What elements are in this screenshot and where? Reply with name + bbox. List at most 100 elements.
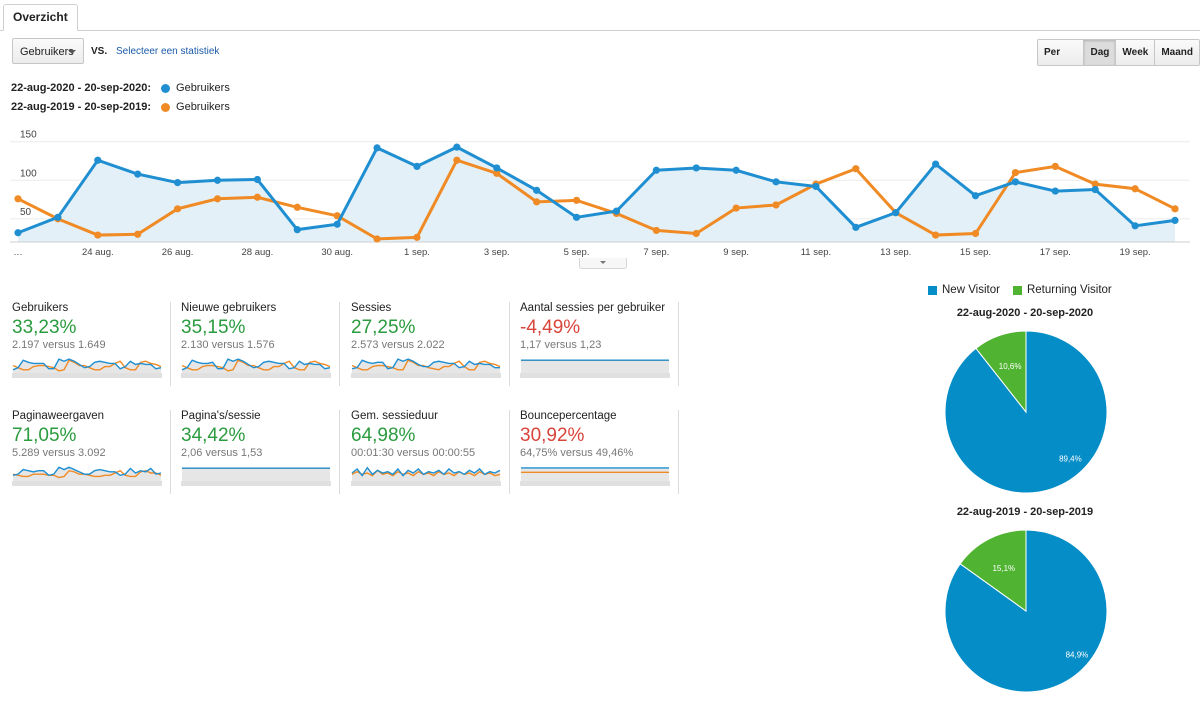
scorecard-change: 64,98% <box>351 425 416 446</box>
granularity-maand-button[interactable]: Maand <box>1154 40 1199 65</box>
data-point[interactable] <box>453 156 461 164</box>
data-point[interactable] <box>213 195 222 203</box>
new-visitor-swatch-icon <box>928 285 937 295</box>
data-point[interactable] <box>1131 185 1139 193</box>
data-point[interactable] <box>94 156 102 164</box>
scorecard-1[interactable]: Nieuwe gebruikers 35,15% 2.130 versus 1.57… <box>181 302 340 386</box>
data-point[interactable] <box>652 226 660 235</box>
data-point[interactable] <box>493 164 501 172</box>
scorecard-change: -4,49% <box>520 317 581 338</box>
data-point[interactable] <box>333 220 341 228</box>
select-metric-link[interactable]: Selecteer een statistiek <box>116 46 220 57</box>
data-point[interactable] <box>94 231 102 239</box>
data-point[interactable] <box>253 193 261 201</box>
data-point[interactable] <box>692 164 700 172</box>
x-tick-label: 9 sep. <box>723 247 749 258</box>
data-point[interactable] <box>213 176 222 184</box>
granularity-dag-button[interactable]: Dag <box>1083 40 1116 65</box>
sparkline-area <box>182 468 330 481</box>
granularity-toggle: Per uur Dag Week Maand <box>1037 39 1200 66</box>
pie-chart-2019[interactable]: 15,1% 84,9% <box>944 529 1108 693</box>
data-point[interactable] <box>1091 180 1099 188</box>
chevron-down-icon <box>600 261 606 264</box>
data-point[interactable] <box>572 196 581 204</box>
data-point[interactable] <box>54 213 62 221</box>
data-point[interactable] <box>572 213 581 221</box>
scorecard-label: Paginaweergaven <box>12 410 105 422</box>
x-tick-label: 15 sep. <box>960 247 991 258</box>
data-point[interactable] <box>14 229 22 237</box>
scorecard-4[interactable]: Paginaweergaven 71,05% 5.289 versus 3.092 <box>12 410 171 494</box>
legend-series-name: Gebruikers <box>176 82 230 94</box>
data-point[interactable] <box>772 178 780 186</box>
chevron-down-icon <box>68 50 76 54</box>
scorecard-comparison: 2,06 versus 1,53 <box>181 447 263 459</box>
scorecard-change: 34,42% <box>181 425 246 446</box>
scorecard-comparison: 64,75% versus 49,46% <box>520 447 634 459</box>
scorecard-5[interactable]: Pagina's/sessie 34,42% 2,06 versus 1,53 <box>181 410 340 494</box>
scorecard-change: 35,15% <box>181 317 246 338</box>
tab-overzicht[interactable]: Overzicht <box>3 4 78 31</box>
x-tick-label: … <box>13 247 23 258</box>
data-point[interactable] <box>1051 187 1059 195</box>
data-point[interactable] <box>493 169 501 177</box>
pie-slice-returning-visitor[interactable] <box>959 529 1027 612</box>
data-point[interactable] <box>253 175 261 184</box>
data-point[interactable] <box>134 230 142 238</box>
scorecard-7[interactable]: Bouncepercentage 30,92% 64,75% versus 49,4… <box>520 410 679 494</box>
data-point[interactable] <box>812 182 820 191</box>
metric-select[interactable]: Gebruikers <box>12 38 84 64</box>
data-point[interactable] <box>852 165 860 173</box>
pie-slice-returning-visitor[interactable] <box>975 330 1027 414</box>
data-point[interactable] <box>932 231 940 239</box>
data-point[interactable] <box>533 186 541 194</box>
data-point[interactable] <box>1171 216 1179 224</box>
data-point[interactable] <box>1011 168 1020 177</box>
data-point[interactable] <box>14 195 22 203</box>
pie-chart-2020[interactable]: 10,6% 89,4% <box>944 330 1108 494</box>
pie-title-2020: 22-aug-2020 - 20-sep-2020 <box>956 307 1094 319</box>
data-point[interactable] <box>971 229 980 238</box>
scorecard-label: Gebruikers <box>12 302 69 314</box>
line-chart[interactable]: 150 100 50 … 24 aug. 26 aug. 28 aug. 30 aug. 1 s… <box>0 120 1200 260</box>
scorecard-2[interactable]: Sessies 27,25% 2.573 versus 2.022 <box>351 302 510 386</box>
granularity-week-button[interactable]: Week <box>1115 40 1155 65</box>
data-point[interactable] <box>293 203 301 211</box>
data-point[interactable] <box>1011 178 1020 186</box>
data-point[interactable] <box>413 233 421 241</box>
data-point[interactable] <box>852 223 860 231</box>
data-point[interactable] <box>1131 222 1139 230</box>
data-point[interactable] <box>173 179 182 187</box>
data-point[interactable] <box>692 229 700 238</box>
sparkline-area <box>521 467 669 481</box>
data-point[interactable] <box>932 160 940 168</box>
data-point[interactable] <box>1171 205 1179 213</box>
data-point[interactable] <box>333 212 341 220</box>
data-point[interactable] <box>732 166 740 174</box>
data-point[interactable] <box>373 235 381 243</box>
data-point[interactable] <box>413 162 421 170</box>
data-point[interactable] <box>652 166 660 174</box>
data-point[interactable] <box>293 226 301 234</box>
data-point[interactable] <box>373 144 381 152</box>
chart-expand-handle[interactable] <box>579 258 627 269</box>
data-point[interactable] <box>892 209 900 217</box>
sparkline-base <box>351 373 501 378</box>
data-point[interactable] <box>1091 185 1099 194</box>
data-point[interactable] <box>772 201 780 209</box>
scorecard-0[interactable]: Gebruikers 33,23% 2.197 versus 1.649 <box>12 302 171 386</box>
data-point[interactable] <box>612 207 621 215</box>
data-point[interactable] <box>453 143 461 151</box>
scorecard-6[interactable]: Gem. sessieduur 64,98% 00:01:30 versus 00:… <box>351 410 510 494</box>
scorecard-change: 30,92% <box>520 425 585 446</box>
data-point[interactable] <box>732 204 740 212</box>
data-point[interactable] <box>971 192 980 200</box>
data-point[interactable] <box>134 170 142 178</box>
returning-visitor-swatch-icon <box>1012 285 1022 295</box>
data-point[interactable] <box>173 205 182 213</box>
granularity-per-uur-button[interactable]: Per uur <box>1038 40 1084 65</box>
data-point[interactable] <box>533 198 541 206</box>
sparkline-base <box>520 373 670 378</box>
scorecard-3[interactable]: Aantal sessies per gebruiker -4,49% 1,17 v… <box>520 302 679 386</box>
data-point[interactable] <box>1051 162 1059 170</box>
